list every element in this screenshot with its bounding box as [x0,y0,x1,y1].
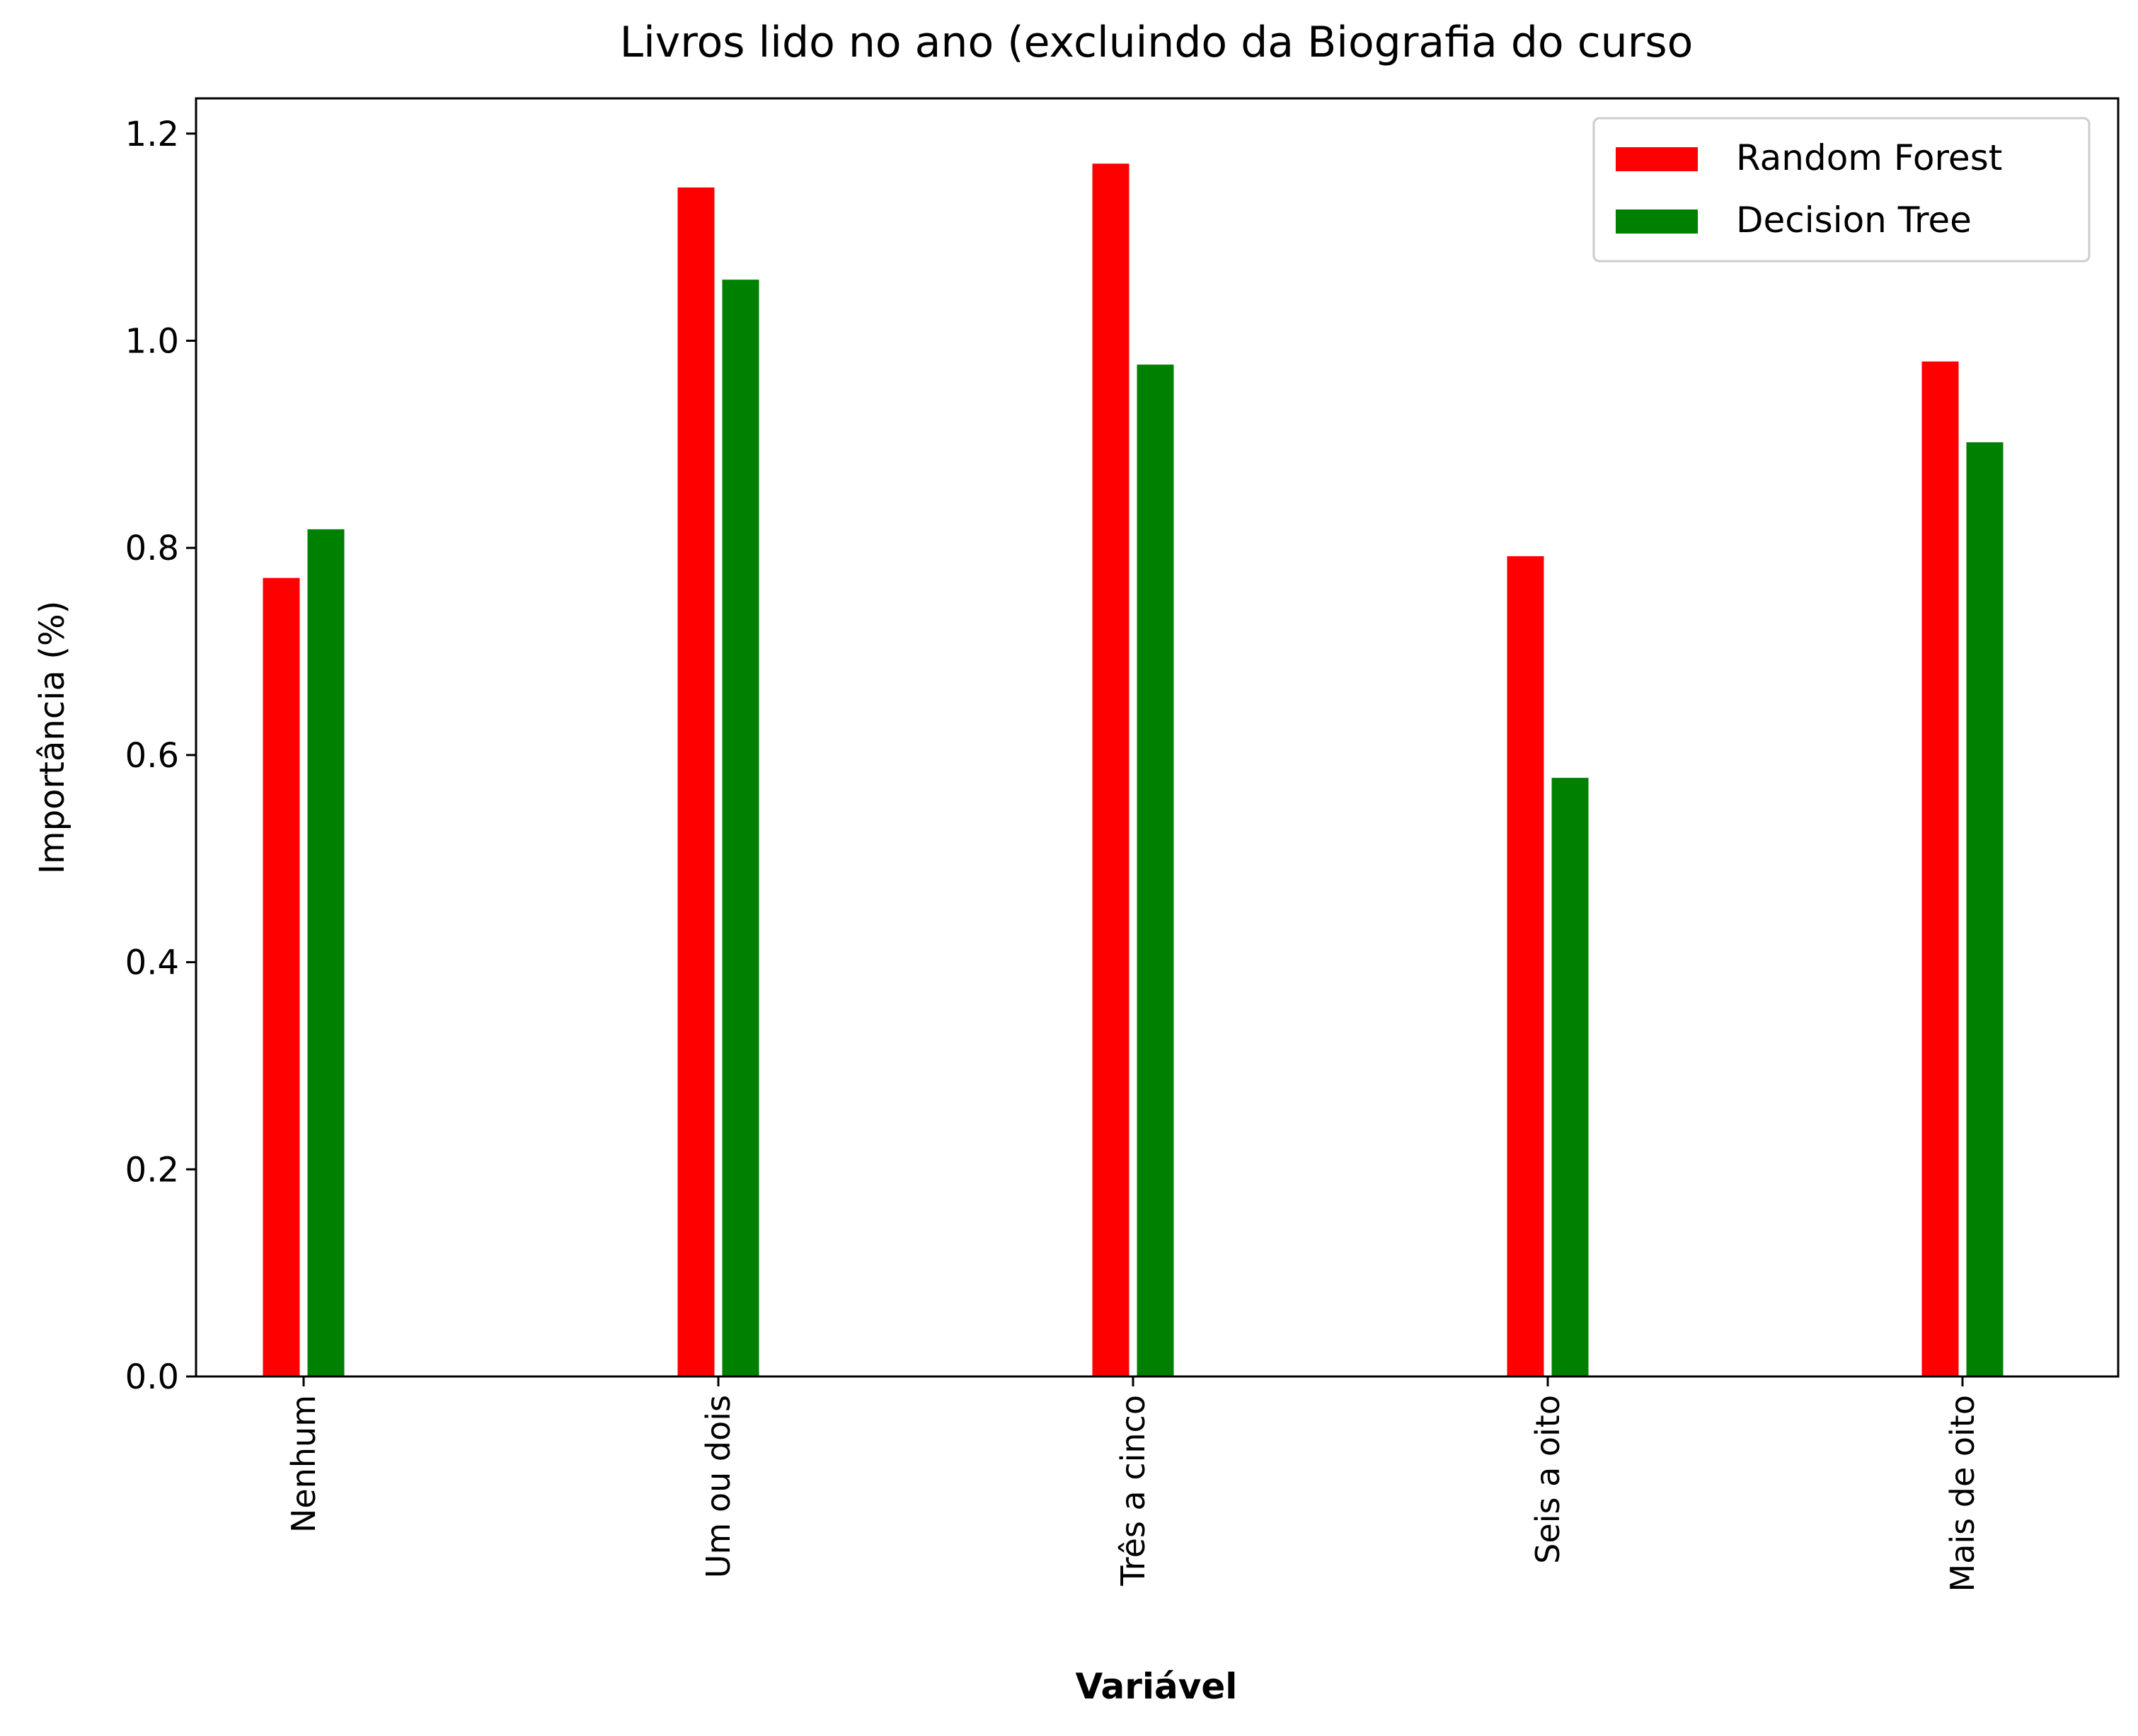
x-axis-label: Variável [1076,1666,1238,1707]
y-tick-label: 0.4 [125,943,179,983]
x-tick-label-tres-a-cinco: Três a cinco [1114,1395,1152,1587]
bar-random-forest-tres-a-cinco [1090,161,1132,1378]
legend-label-random-forest: Random Forest [1736,137,2002,178]
plot-frame [195,97,2120,1378]
legend-frame [1592,117,2091,263]
y-tick-label: 0.0 [125,1357,179,1397]
bar-random-forest-seis-a-oito [1505,553,1546,1378]
bar-decision-tree-nenhum [305,527,347,1378]
y-tick-label: 0.2 [125,1150,179,1190]
y-axis-ticks: 0.0 0.2 0.4 0.6 0.8 1.0 1.2 [125,115,196,1397]
bar-decision-tree-mais-de-oito [1964,439,2006,1378]
y-tick-label: 0.8 [125,529,179,568]
chart-title: Livros lido no ano (excluindo da Biograf… [620,18,1694,67]
x-tick-label-mais-de-oito: Mais de oito [1943,1395,1982,1592]
y-tick-label: 1.2 [125,115,179,154]
bar-decision-tree-seis-a-oito [1549,776,1591,1378]
bar-random-forest-um-ou-dois [675,185,717,1378]
x-axis-ticks: Nenhum Um ou dois Três a cinco Seis a oito M… [285,1376,1982,1592]
y-tick-label: 0.6 [125,736,179,776]
bars-group [260,161,2006,1378]
x-tick-label-nenhum: Nenhum [285,1395,323,1533]
x-tick-label-seis-a-oito: Seis a oito [1529,1395,1567,1564]
legend-swatch-decision-tree [1616,209,1698,234]
y-axis-label: Importância (%) [33,601,72,875]
legend: Random Forest Decision Tree [1592,117,2091,263]
legend-swatch-random-forest [1616,147,1698,171]
x-tick-label-um-ou-dois: Um ou dois [699,1395,737,1578]
bar-random-forest-mais-de-oito [1919,359,1961,1378]
bar-decision-tree-um-ou-dois [720,277,761,1378]
bar-random-forest-nenhum [260,575,302,1378]
bar-decision-tree-tres-a-cinco [1134,362,1176,1378]
legend-label-decision-tree: Decision Tree [1736,200,1972,241]
y-tick-label: 1.0 [125,321,179,361]
